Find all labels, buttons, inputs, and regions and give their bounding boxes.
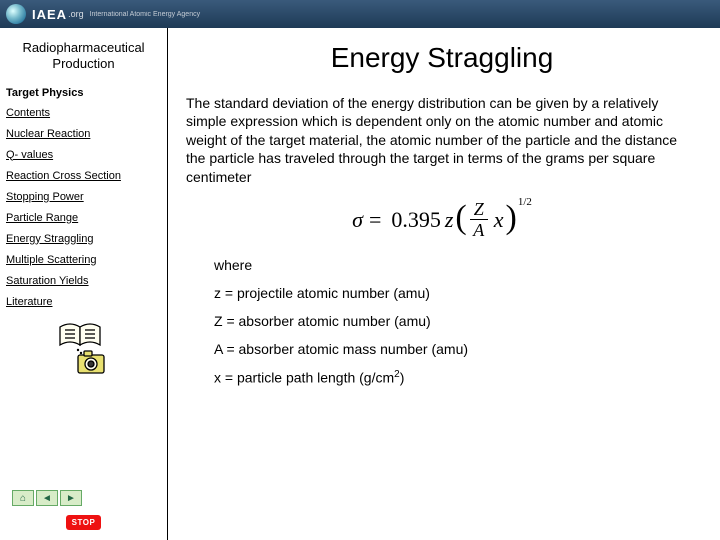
stop-button[interactable]: STOP	[66, 512, 102, 530]
formula-lparen: (	[455, 204, 466, 231]
formula-x: x	[494, 207, 504, 233]
sidebar-item-contents[interactable]: Contents	[6, 107, 161, 119]
def-z-lower: z = projectile atomic number (amu)	[214, 285, 698, 301]
stop-label: STOP	[66, 515, 102, 530]
where-label: where	[214, 257, 698, 273]
formula-exponent: 1/2	[518, 196, 532, 208]
formula-equals: =	[369, 207, 381, 233]
sidebar-heading: Target Physics	[6, 87, 161, 99]
nav-prev-button[interactable]: ◄	[36, 490, 58, 506]
formula-frac-bot: A	[473, 220, 484, 239]
book-camera-icon	[54, 319, 114, 379]
org-subtitle: International Atomic Energy Agency	[90, 11, 201, 18]
sidebar-item-reaction-cross-section[interactable]: Reaction Cross Section	[6, 170, 161, 182]
body: Radiopharmaceutical Production Target Ph…	[0, 28, 720, 540]
definitions: z = projectile atomic number (amu) Z = a…	[214, 285, 698, 386]
page-title: Energy Straggling	[186, 42, 698, 74]
topbar: IAEA .org International Atomic Energy Ag…	[0, 0, 720, 28]
sidebar-item-literature[interactable]: Literature	[6, 296, 161, 308]
nav-arrows: ⌂ ◄ ►	[12, 490, 82, 506]
formula-z: z	[445, 207, 454, 233]
formula-sigma: σ	[352, 207, 363, 233]
main-paragraph: The standard deviation of the energy dis…	[186, 94, 698, 186]
sidebar-item-q-values[interactable]: Q- values	[6, 149, 161, 161]
main-content: Energy Straggling The standard deviation…	[168, 28, 720, 540]
iaea-globe-icon	[6, 4, 26, 24]
formula-coeff: 0.395	[391, 207, 441, 233]
def-x: x = particle path length (g/cm2)	[214, 369, 698, 386]
sidebar-item-particle-range[interactable]: Particle Range	[6, 212, 161, 224]
sidebar-item-saturation-yields[interactable]: Saturation Yields	[6, 275, 161, 287]
sidebar-item-energy-straggling[interactable]: Energy Straggling	[6, 233, 161, 245]
sidebar-item-nuclear-reaction[interactable]: Nuclear Reaction	[6, 128, 161, 140]
sidebar-section-title: Radiopharmaceutical Production	[6, 40, 161, 73]
formula-rparen: )	[506, 204, 517, 231]
formula-fraction: Z A	[470, 200, 488, 239]
def-z-upper: Z = absorber atomic number (amu)	[214, 313, 698, 329]
org-suffix: .org	[68, 9, 84, 19]
nav-next-button[interactable]: ►	[60, 490, 82, 506]
sidebar-item-multiple-scattering[interactable]: Multiple Scattering	[6, 254, 161, 266]
formula-frac-top: Z	[470, 200, 488, 220]
nav-home-button[interactable]: ⌂	[12, 490, 34, 506]
def-a: A = absorber atomic mass number (amu)	[214, 341, 698, 357]
sidebar: Radiopharmaceutical Production Target Ph…	[0, 28, 168, 540]
sidebar-item-stopping-power[interactable]: Stopping Power	[6, 191, 161, 203]
formula: σ = 0.395 z ( Z A x ) 1/2	[186, 200, 698, 239]
page: IAEA .org International Atomic Energy Ag…	[0, 0, 720, 540]
org-bold: IAEA	[32, 7, 67, 22]
